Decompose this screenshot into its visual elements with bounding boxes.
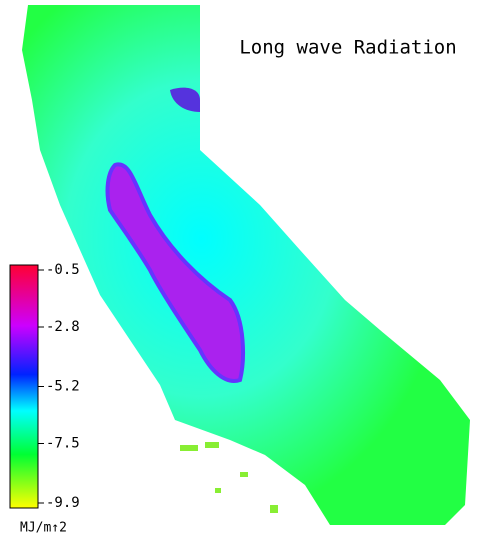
colorbar-unit: MJ/m↑2 [20,521,67,536]
lake [170,87,200,112]
central-valley [105,162,245,383]
colorbar [9,264,39,509]
colorbar-tick-label: -7.5 [46,436,80,452]
map-title: Long wave Radiation [239,37,456,59]
islands [180,442,278,513]
colorbar-tick-label: -5.2 [46,379,80,395]
colorbar-tick-label: -0.5 [46,262,80,278]
colorbar-tick-label: -2.8 [46,319,80,335]
state-shape [22,5,470,525]
colorbar-tick-label: -9.9 [46,495,80,511]
